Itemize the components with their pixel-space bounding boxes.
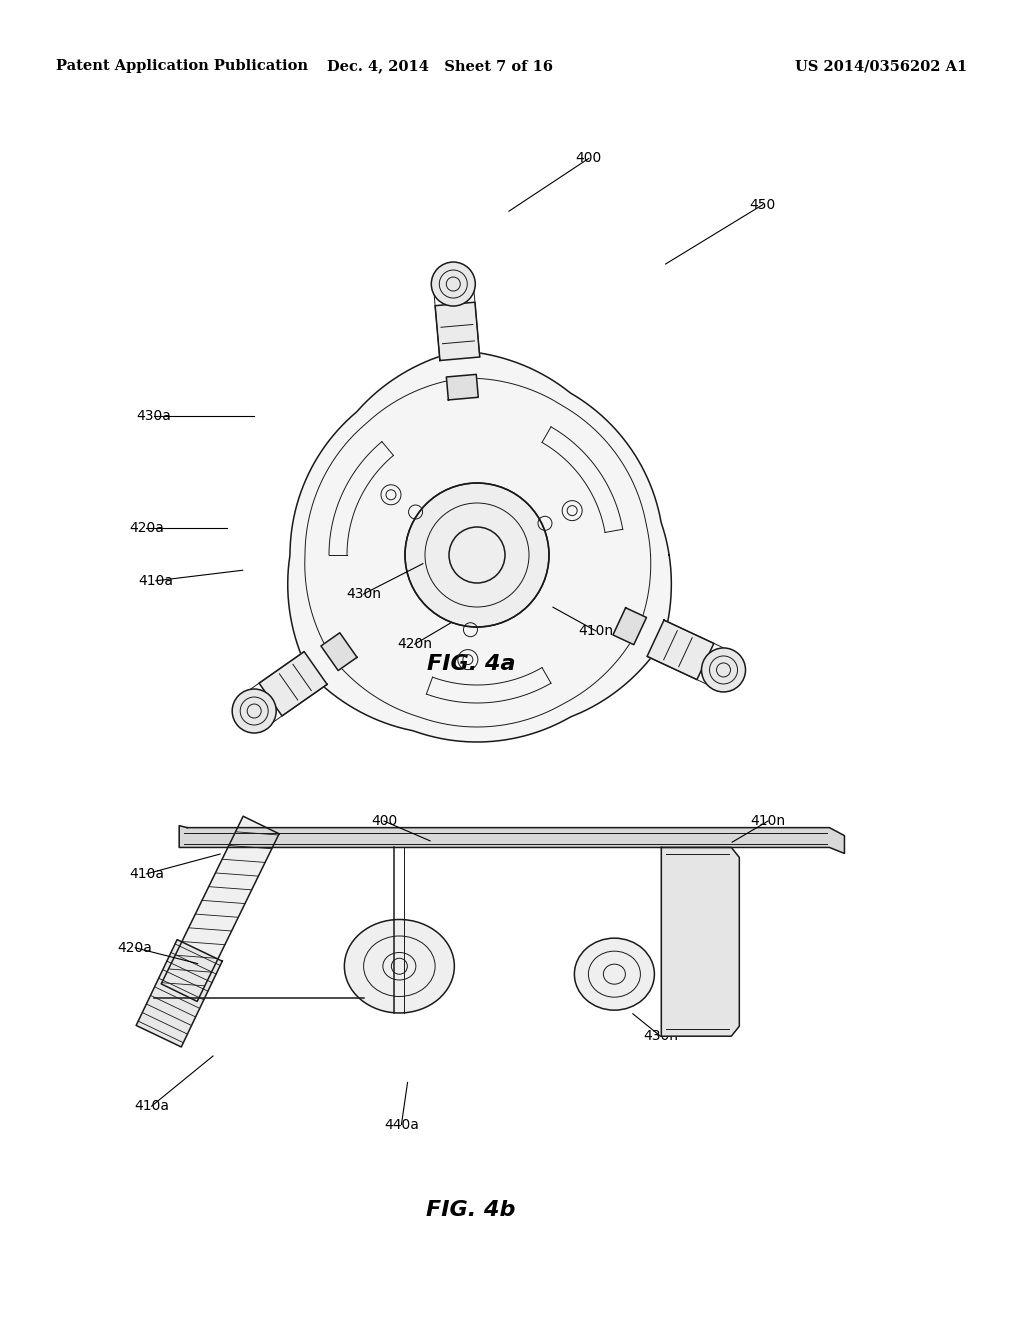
Polygon shape bbox=[161, 816, 280, 1002]
Text: 430n: 430n bbox=[643, 1030, 678, 1043]
Polygon shape bbox=[446, 375, 478, 400]
Polygon shape bbox=[179, 825, 845, 854]
Text: 410a: 410a bbox=[138, 574, 173, 587]
Ellipse shape bbox=[574, 939, 654, 1010]
Text: Dec. 4, 2014   Sheet 7 of 16: Dec. 4, 2014 Sheet 7 of 16 bbox=[328, 59, 553, 74]
Text: FIG. 4b: FIG. 4b bbox=[426, 1200, 516, 1221]
Text: 440a: 440a bbox=[384, 1118, 419, 1131]
Text: 410a: 410a bbox=[134, 1100, 169, 1113]
Text: 410n: 410n bbox=[579, 624, 613, 638]
Polygon shape bbox=[259, 652, 327, 715]
Text: 410n: 410n bbox=[751, 814, 785, 828]
Text: US 2014/0356202 A1: US 2014/0356202 A1 bbox=[796, 59, 968, 74]
Text: 420n: 420n bbox=[397, 638, 432, 651]
Text: 420a: 420a bbox=[118, 941, 153, 954]
Ellipse shape bbox=[344, 920, 455, 1012]
Circle shape bbox=[232, 689, 276, 733]
Text: 430n: 430n bbox=[346, 587, 381, 601]
Polygon shape bbox=[288, 351, 672, 742]
Circle shape bbox=[406, 483, 549, 627]
Circle shape bbox=[701, 648, 745, 692]
Text: 410a: 410a bbox=[129, 867, 164, 880]
Polygon shape bbox=[662, 847, 739, 1036]
Polygon shape bbox=[321, 632, 357, 671]
Text: Patent Application Publication: Patent Application Publication bbox=[56, 59, 308, 74]
Text: 420a: 420a bbox=[129, 521, 164, 535]
Text: 430a: 430a bbox=[136, 409, 171, 422]
Polygon shape bbox=[435, 302, 480, 360]
Circle shape bbox=[431, 263, 475, 306]
Text: 400: 400 bbox=[575, 152, 602, 165]
Polygon shape bbox=[613, 607, 646, 644]
Text: FIG. 4a: FIG. 4a bbox=[427, 653, 515, 675]
Text: 400: 400 bbox=[371, 814, 397, 828]
Polygon shape bbox=[136, 940, 222, 1047]
Text: 450: 450 bbox=[750, 198, 776, 211]
Polygon shape bbox=[647, 620, 714, 680]
